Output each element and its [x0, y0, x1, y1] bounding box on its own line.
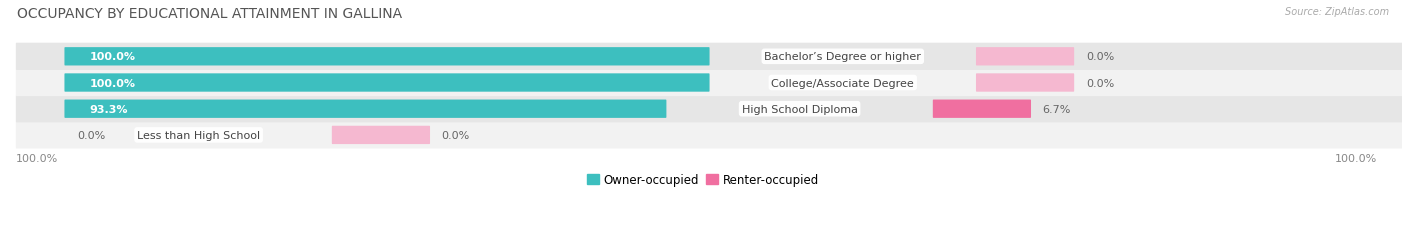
- Legend: Owner-occupied, Renter-occupied: Owner-occupied, Renter-occupied: [582, 169, 824, 191]
- FancyBboxPatch shape: [15, 122, 1406, 149]
- FancyBboxPatch shape: [65, 100, 666, 118]
- Text: 100.0%: 100.0%: [89, 52, 135, 62]
- FancyBboxPatch shape: [976, 74, 1074, 92]
- Text: 100.0%: 100.0%: [17, 154, 59, 164]
- Text: College/Associate Degree: College/Associate Degree: [772, 78, 914, 88]
- FancyBboxPatch shape: [15, 43, 1406, 71]
- FancyBboxPatch shape: [15, 96, 1406, 123]
- Text: 0.0%: 0.0%: [77, 130, 105, 140]
- Text: 0.0%: 0.0%: [441, 130, 470, 140]
- Text: 0.0%: 0.0%: [1085, 52, 1114, 62]
- FancyBboxPatch shape: [932, 100, 1031, 118]
- Text: OCCUPANCY BY EDUCATIONAL ATTAINMENT IN GALLINA: OCCUPANCY BY EDUCATIONAL ATTAINMENT IN G…: [17, 7, 402, 21]
- Text: 0.0%: 0.0%: [1085, 78, 1114, 88]
- Text: Bachelor’s Degree or higher: Bachelor’s Degree or higher: [765, 52, 921, 62]
- FancyBboxPatch shape: [65, 48, 710, 66]
- Text: Source: ZipAtlas.com: Source: ZipAtlas.com: [1285, 7, 1389, 17]
- Text: 6.7%: 6.7%: [1043, 104, 1071, 114]
- FancyBboxPatch shape: [976, 48, 1074, 66]
- FancyBboxPatch shape: [15, 70, 1406, 97]
- Text: 100.0%: 100.0%: [89, 78, 135, 88]
- Text: Less than High School: Less than High School: [136, 130, 260, 140]
- Text: High School Diploma: High School Diploma: [741, 104, 858, 114]
- FancyBboxPatch shape: [65, 74, 710, 92]
- Text: 93.3%: 93.3%: [89, 104, 128, 114]
- FancyBboxPatch shape: [332, 126, 430, 144]
- Text: 100.0%: 100.0%: [1336, 154, 1378, 164]
